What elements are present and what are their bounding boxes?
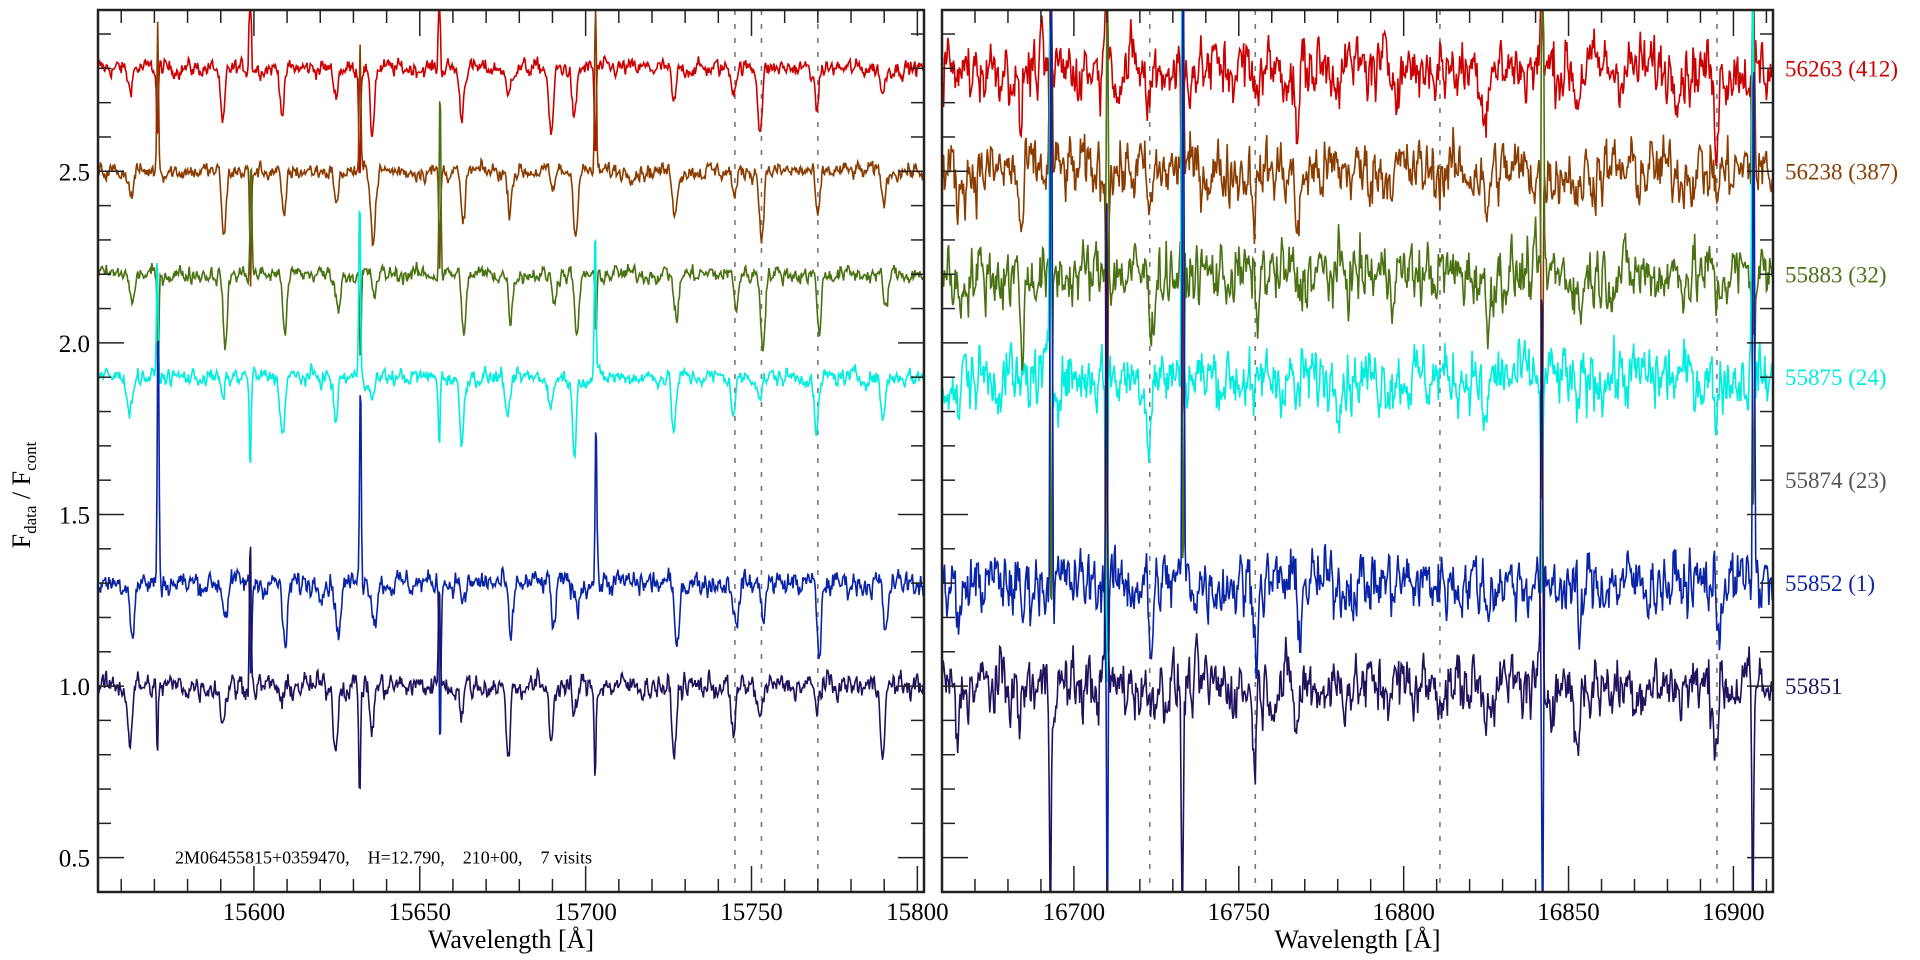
spectrum-55883-panel-1 [98,101,924,375]
legend-label-56263: 56263 (412) [1785,56,1898,81]
label-part: / F [7,471,36,506]
x-tick-label: 16850 [1537,899,1600,926]
y-tick-label: 0.5 [59,846,90,873]
spectrum-55851-panel-1 [98,546,924,790]
subscript: cont [21,441,40,471]
y-tick-label: 1.5 [59,502,90,529]
spectrum-55883-panel-2 [942,10,1773,600]
x-tick-label: 16900 [1702,899,1765,926]
spectrum-56263-panel-2 [942,10,1773,423]
x-tick-label: 15800 [886,899,949,926]
panel-frame [96,8,926,894]
spectrum-55875-panel-2 [942,10,1773,683]
x-tick-label: 15600 [223,899,286,926]
label-part: F [7,534,36,548]
spectrum-55852-panel-2 [942,10,1773,892]
panel-1: 15600 15650 15700 15750 15800 Wavelength [Å] [96,8,949,954]
legend-label-55883: 55883 (32) [1785,262,1887,287]
legend-label-55875: 55875 (24) [1785,365,1887,390]
x-tick-label: 15750 [720,899,783,926]
x-axis-title: Wavelength [Å] [1274,925,1440,954]
legend-label-55852: 55852 (1) [1785,571,1875,596]
x-tick-label: 15700 [554,899,617,926]
x-tick-label: 15650 [389,899,452,926]
x-tick-label: 16700 [1043,899,1106,926]
x-axis-title: Wavelength [Å] [428,925,594,954]
y-tick-label: 2.5 [59,159,90,186]
legend-label-55874: 55874 (23) [1785,468,1887,493]
spectrum-55851-panel-2 [942,203,1773,892]
y-tick-label: 2.0 [59,331,90,358]
spectrum-56238-panel-2 [942,10,1773,581]
x-tick-label: 16800 [1372,899,1435,926]
y-tick-label: 1.0 [59,674,90,701]
x-tick-label: 16750 [1208,899,1271,926]
panel-plot-area [98,10,924,892]
subscript: data [21,505,40,534]
panel-2: 16700 16750 16800 16850 16900 Wavelength [Å] [940,8,1775,954]
star-info-annotation: 2M06455815+0359470, H=12.790, 210+00, 7 … [175,848,592,868]
spectrum-55852-panel-1 [98,339,924,735]
spectrum-56263-panel-1 [98,10,924,174]
panel-plot-area [942,10,1773,892]
legend-label-55851: 55851 [1785,674,1843,699]
legend-label-56238: 56238 (387) [1785,159,1898,184]
spectrum-56238-panel-1 [98,10,924,287]
y-axis-title: Fdata / Fcont [7,441,40,548]
panel-frame [940,8,1775,894]
spectrum-55875-panel-1 [98,209,924,464]
